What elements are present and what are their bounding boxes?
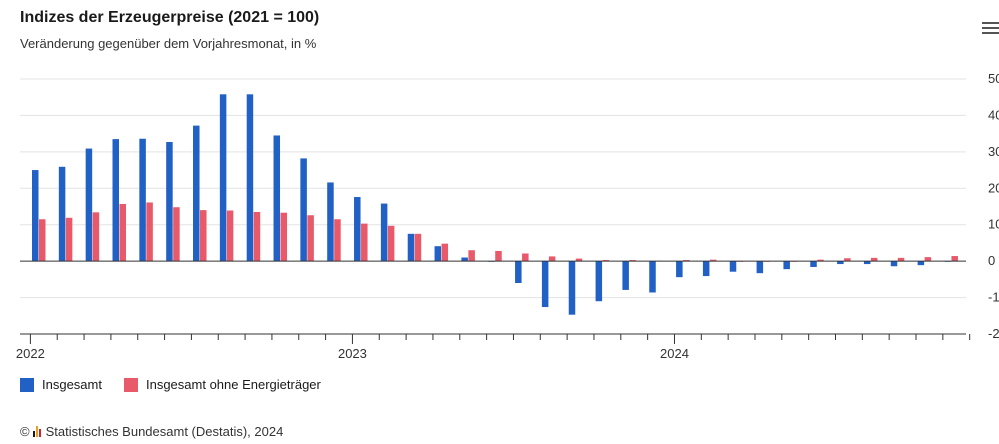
bar	[575, 258, 583, 262]
x-tick-label: 2024	[660, 346, 689, 361]
bar	[327, 182, 334, 262]
bar	[280, 212, 288, 262]
y-tick-label: 0	[988, 253, 995, 268]
bar	[92, 212, 100, 262]
bar	[951, 256, 958, 262]
bar	[568, 261, 576, 315]
bar	[173, 207, 180, 262]
bar	[522, 253, 529, 262]
bar	[495, 250, 502, 262]
hamburger-menu-icon[interactable]	[982, 22, 999, 36]
bar	[595, 261, 603, 302]
y-tick-label: 20	[988, 180, 999, 195]
bar	[219, 94, 227, 262]
bar	[602, 260, 610, 262]
bar	[354, 197, 361, 262]
bar	[193, 125, 200, 262]
bar	[924, 257, 932, 262]
bar	[39, 219, 46, 262]
bar	[863, 261, 871, 265]
credit-text: Statistisches Bundesamt (Destatis), 2024	[45, 424, 284, 439]
bar	[468, 250, 475, 262]
bar	[387, 225, 395, 262]
bar	[844, 258, 851, 262]
bar	[702, 261, 710, 277]
bar	[226, 210, 234, 262]
bar	[32, 170, 39, 262]
bar	[917, 261, 925, 266]
bar	[810, 261, 817, 267]
bar	[897, 257, 905, 262]
bar	[58, 166, 66, 262]
legend-swatch-ohne-energie	[123, 377, 138, 392]
bar	[837, 261, 844, 265]
legend-label-ohne-energie: Insgesamt ohne Energieträger	[145, 377, 321, 392]
copyright-symbol: ©	[20, 424, 30, 439]
bar	[817, 259, 824, 262]
bar	[515, 261, 522, 283]
bar	[146, 202, 153, 262]
bar	[380, 203, 388, 262]
legend-item-insgesamt[interactable]: Insgesamt	[20, 377, 102, 392]
bar	[334, 219, 341, 262]
bar	[166, 142, 173, 262]
bar	[683, 260, 690, 262]
legend: Insgesamt Insgesamt ohne Energieträger	[20, 377, 343, 392]
bar	[629, 260, 636, 262]
bar	[300, 158, 307, 262]
bar	[200, 210, 207, 262]
bar	[139, 138, 146, 262]
bar	[273, 135, 281, 262]
bar	[756, 261, 764, 274]
bar	[649, 261, 656, 293]
bar	[709, 259, 717, 262]
bar	[441, 243, 449, 262]
bar	[407, 233, 415, 262]
bar	[65, 217, 73, 262]
bar	[541, 261, 549, 308]
y-tick-label: -20	[988, 326, 999, 341]
bar	[622, 261, 629, 290]
bar	[85, 148, 93, 262]
bar	[729, 261, 737, 272]
destatis-logo-icon	[32, 426, 42, 437]
bar	[783, 261, 790, 270]
bar	[676, 261, 683, 278]
bar-chart: 50 40 30 20 10 0 -10 -20 2022 2023 2024	[16, 71, 999, 361]
x-tick-label: 2023	[338, 346, 367, 361]
chart-title: Indizes der Erzeugerpreise (2021 = 100)	[20, 9, 320, 26]
bar	[434, 246, 442, 262]
bar	[461, 257, 468, 262]
legend-swatch-insgesamt	[20, 377, 34, 392]
y-tick-label: 30	[988, 144, 999, 159]
bar	[414, 233, 422, 262]
x-tick-label: 2022	[16, 346, 45, 361]
legend-item-ohne-energie[interactable]: Insgesamt ohne Energieträger	[123, 377, 321, 392]
y-tick-label: 10	[988, 217, 999, 232]
y-tick-label: 40	[988, 107, 999, 122]
legend-label-insgesamt: Insgesamt	[42, 377, 102, 392]
y-tick-label: -10	[988, 290, 999, 305]
bar	[253, 211, 261, 262]
bar	[361, 223, 368, 262]
bar	[119, 203, 127, 262]
bar	[112, 139, 120, 262]
bar	[890, 261, 898, 267]
bar	[870, 257, 878, 262]
bar	[307, 215, 314, 262]
chart-subtitle: Veränderung gegenüber dem Vorjahresmonat…	[20, 36, 317, 51]
bar	[246, 94, 254, 262]
source-credit: © Statistisches Bundesamt (Destatis), 20…	[20, 424, 283, 439]
y-tick-label: 50	[988, 71, 999, 86]
bar	[548, 256, 556, 262]
